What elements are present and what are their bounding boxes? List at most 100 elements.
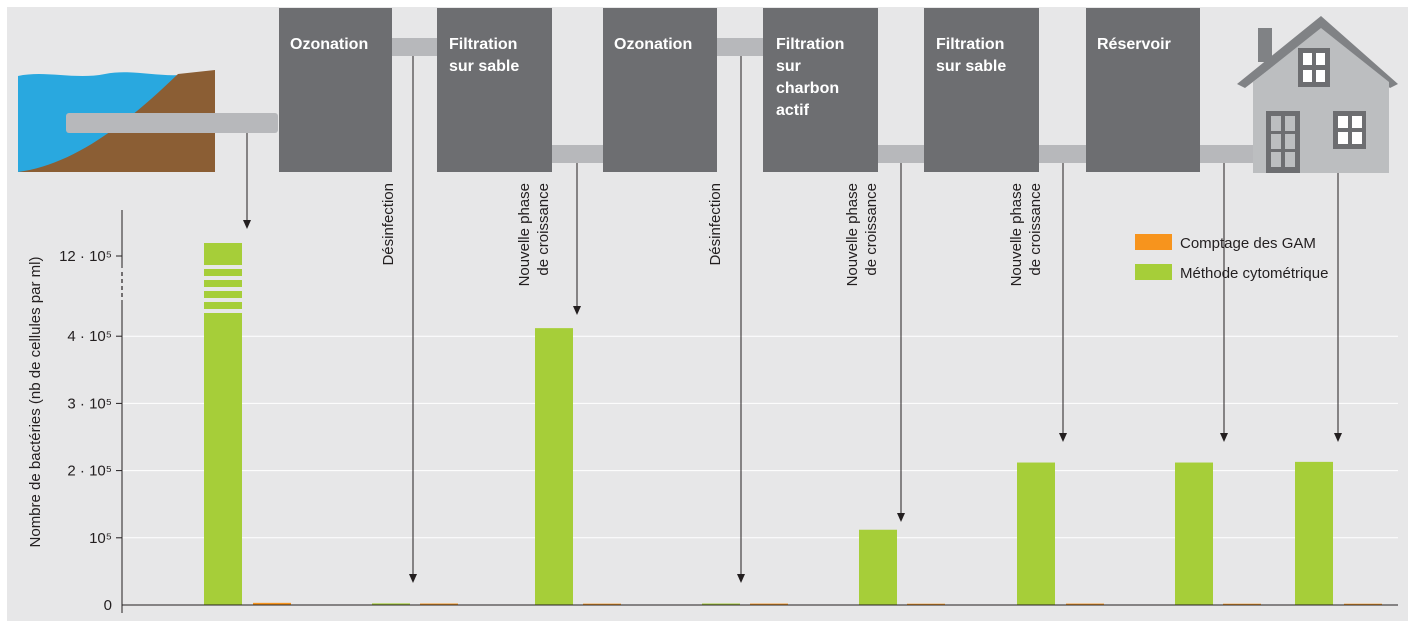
house-door-pane — [1285, 116, 1295, 131]
house-door-pane — [1285, 134, 1295, 149]
pipe-network — [392, 38, 1255, 163]
process-label: Filtration sur charbon actif — [776, 36, 844, 119]
bar-break-stripe — [204, 276, 242, 280]
process-label-line: Filtration — [776, 36, 844, 53]
house-window-pane — [1352, 132, 1362, 144]
y-tick-label: 0 — [104, 597, 112, 614]
annotation-line: Nouvelle phase — [516, 183, 533, 286]
process-box-1: Ozonation — [279, 8, 392, 172]
annotation-line: de croissance — [1027, 183, 1044, 276]
pipe-2 — [552, 145, 603, 163]
house-window-pane — [1316, 53, 1325, 65]
bar-break-stripe — [204, 287, 242, 291]
pipe-4 — [878, 145, 924, 163]
intake-pipe — [66, 113, 278, 133]
bar-gam — [750, 603, 788, 605]
annotation-line: Nouvelle phase — [844, 183, 861, 286]
annotation-label: Désinfection — [380, 183, 397, 266]
legend-label-cytometry: Méthode cytométrique — [1180, 265, 1328, 282]
annotation-line: Désinfection — [707, 183, 724, 266]
annotation-line: de croissance — [535, 183, 552, 276]
legend-label-gam: Comptage des GAM — [1180, 235, 1316, 252]
house-window-top — [1298, 48, 1330, 87]
bar-cytometry — [204, 243, 242, 605]
process-box-bg — [437, 8, 552, 172]
house-door-pane — [1271, 116, 1281, 131]
house-window-pane — [1338, 132, 1348, 144]
annotation-croissance-3: Nouvelle phase de croissance — [1008, 183, 1044, 286]
arrow-head — [897, 513, 905, 522]
arrow-head — [573, 306, 581, 315]
process-box-5: Filtration sur sable — [924, 8, 1039, 172]
y-tick-label: 4 · 10⁵ — [67, 328, 112, 345]
annotation-label: Nouvelle phase de croissance — [844, 183, 880, 286]
y-tick-label: 10⁵ — [89, 530, 112, 547]
bar-cytometry — [1017, 462, 1055, 605]
pipe-5 — [1039, 145, 1086, 163]
bar-cytometry — [702, 603, 740, 605]
bar-break-stripe — [204, 298, 242, 302]
house-door-pane — [1271, 152, 1281, 167]
y-axis-label: Nombre de bactéries (nb de cellules par … — [27, 257, 44, 548]
house-icon — [1237, 16, 1398, 173]
process-box-4: Filtration sur charbon actif — [763, 8, 878, 172]
annotation-label: Désinfection — [707, 183, 724, 266]
process-label-line: sur sable — [936, 58, 1006, 75]
arrows — [243, 56, 1342, 583]
process-label: Filtration sur sable — [936, 36, 1006, 75]
process-label-line: sur sable — [449, 58, 519, 75]
annotation-label: Nouvelle phase de croissance — [516, 183, 552, 286]
process-label-line: Ozonation — [290, 36, 368, 53]
house-door-pane — [1271, 134, 1281, 149]
process-box-bg — [603, 8, 717, 172]
annotation-label: Nouvelle phase de croissance — [1008, 183, 1044, 286]
arrow-head — [737, 574, 745, 583]
bar-break-stripe — [204, 265, 242, 269]
process-label: Réservoir — [1097, 36, 1171, 53]
annotation-croissance-2: Nouvelle phase de croissance — [844, 183, 880, 286]
process-box-2: Filtration sur sable — [437, 8, 552, 172]
process-label-line: Ozonation — [614, 36, 692, 53]
bar-cytometry — [1295, 461, 1333, 605]
house-window-pane — [1316, 70, 1325, 82]
process-label-line: actif — [776, 102, 810, 119]
process-label: Ozonation — [290, 36, 368, 53]
bar-cytometry — [535, 328, 573, 605]
process-label-line: charbon — [776, 80, 839, 97]
axes: 0 10⁵ 2 · 10⁵ 3 · 10⁵ 4 · 10⁵ 12 · 10⁵ — [59, 210, 1398, 614]
arrow-head — [409, 574, 417, 583]
bar-cytometry — [859, 529, 897, 605]
process-box-bg — [1086, 8, 1200, 172]
bar-gam — [907, 603, 945, 605]
y-tick-label: 12 · 10⁵ — [59, 248, 112, 265]
process-box-bg — [763, 8, 878, 172]
bar-break-stripe — [204, 309, 242, 313]
process-box-bg — [279, 8, 392, 172]
process-label-line: Réservoir — [1097, 36, 1171, 53]
process-label-line: Filtration — [449, 36, 517, 53]
pipe-3 — [717, 38, 763, 56]
arrow-head — [1220, 433, 1228, 442]
bar-gam — [1223, 603, 1261, 605]
bar-gam — [583, 603, 621, 605]
pipe-1 — [392, 38, 437, 56]
process-label-line: sur — [776, 58, 801, 75]
y-tick-label: 3 · 10⁵ — [67, 395, 112, 412]
annotation-desinfection-1: Désinfection — [380, 183, 397, 266]
house-door-pane — [1285, 152, 1295, 167]
annotation-desinfection-2: Désinfection — [707, 183, 724, 266]
pipe-6 — [1200, 145, 1255, 163]
annotation-line: de croissance — [863, 183, 880, 276]
legend: Comptage des GAM Méthode cytométrique — [1135, 234, 1328, 282]
annotation-line: Nouvelle phase — [1008, 183, 1025, 286]
house-chimney — [1258, 28, 1272, 62]
house-window-pane — [1352, 116, 1362, 128]
process-label: Ozonation — [614, 36, 692, 53]
house-window-pane — [1338, 116, 1348, 128]
soil-bank — [18, 70, 215, 172]
process-box-bg — [924, 8, 1039, 172]
bar-gam — [420, 603, 458, 605]
bar-gam — [253, 602, 291, 605]
